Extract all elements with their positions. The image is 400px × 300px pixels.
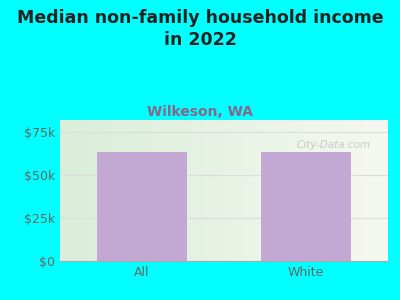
Text: Median non-family household income
in 2022: Median non-family household income in 20… [17,9,383,49]
Text: City-Data.com: City-Data.com [296,140,370,150]
Text: Wilkeson, WA: Wilkeson, WA [147,105,253,119]
Bar [97,152,187,261]
Bar [261,152,351,261]
